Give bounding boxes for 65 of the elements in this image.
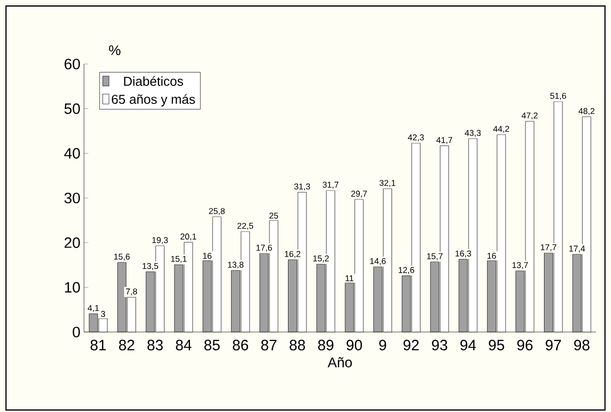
y-tick-label: 40 — [64, 148, 80, 159]
x-tick-label: 93 — [432, 340, 448, 350]
y-tick-label: 60 — [64, 58, 80, 70]
x-tick-label: 98 — [574, 340, 590, 350]
data-label: 31,3 — [294, 184, 310, 190]
data-label: 7,8 — [126, 288, 138, 296]
data-label: 4,1 — [88, 305, 99, 312]
data-label: 41,7 — [436, 137, 452, 144]
data-label: 16,3 — [456, 250, 472, 258]
x-tick-label: 81 — [90, 340, 106, 350]
x-tick-label: 97 — [546, 340, 561, 350]
legend-label: 65 años y más — [112, 94, 195, 106]
data-label: 31,7 — [322, 182, 338, 189]
data-label: 19,3 — [152, 237, 168, 244]
data-label: 15,7 — [427, 253, 443, 260]
x-tick-label: 94 — [460, 340, 476, 350]
y-axis-title: % — [109, 45, 120, 56]
data-label: 13,5 — [142, 263, 158, 270]
legend-label: Diabéticos — [124, 76, 184, 86]
data-label: 15,2 — [313, 255, 329, 262]
x-tick-label: 92 — [404, 340, 419, 350]
data-label: 17,4 — [569, 246, 585, 253]
data-label: 32,1 — [380, 180, 396, 187]
data-label: 17,7 — [540, 244, 556, 252]
data-label: 51,6 — [550, 92, 566, 100]
x-tick-label: 88 — [290, 340, 305, 350]
y-tick-label: 20 — [64, 237, 80, 248]
x-tick-label: 87 — [261, 340, 276, 350]
y-tick-label: 50 — [64, 103, 80, 114]
data-label: 17,6 — [256, 244, 272, 252]
data-label: 16 — [203, 252, 212, 259]
data-label: 48,2 — [578, 108, 594, 116]
x-tick-label: 86 — [232, 340, 248, 350]
x-tick-label: 96 — [517, 340, 533, 350]
data-label: 15,6 — [114, 254, 130, 261]
y-tick-label: 30 — [64, 192, 80, 204]
x-tick-label: 85 — [204, 340, 220, 350]
x-tick-label: 9 — [379, 340, 386, 350]
data-label: 47,2 — [522, 112, 538, 120]
data-label: 3 — [101, 310, 106, 317]
data-label: 11 — [346, 275, 354, 282]
x-tick-label: 95 — [488, 340, 504, 350]
x-tick-label: 89 — [318, 340, 334, 350]
data-label: 13,8 — [228, 262, 244, 269]
data-label: 16,2 — [284, 250, 300, 258]
data-label: 43,3 — [464, 130, 481, 137]
data-label: 14,6 — [370, 258, 386, 266]
data-label: 15,1 — [171, 256, 187, 263]
data-label: 13,7 — [512, 262, 528, 270]
x-tick-label: 84 — [176, 340, 192, 350]
x-tick-label: 82 — [119, 340, 134, 350]
data-label: 16 — [488, 252, 496, 259]
data-label: 42,3 — [408, 134, 424, 142]
data-label: 22,5 — [237, 222, 254, 230]
data-label: 44,2 — [493, 126, 510, 133]
x-tick-label: 90 — [346, 340, 362, 350]
x-axis-title: Año — [328, 357, 352, 368]
data-label: 29,7 — [351, 190, 367, 198]
y-tick-label: 10 — [65, 282, 80, 293]
x-tick-label: 83 — [147, 340, 163, 350]
data-label: 20,1 — [180, 234, 196, 241]
data-label: 12,6 — [398, 267, 414, 274]
data-label: 25 — [269, 212, 278, 219]
data-label: 25,8 — [209, 208, 225, 216]
y-tick-label: 0 — [72, 326, 80, 338]
